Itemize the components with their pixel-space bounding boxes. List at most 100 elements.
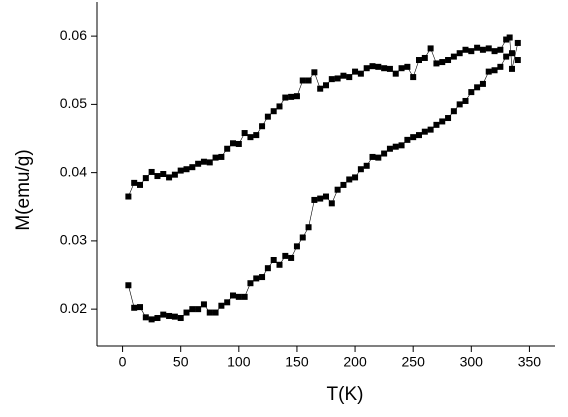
data-point: [491, 48, 498, 55]
data-point: [415, 57, 422, 64]
data-point: [212, 309, 219, 316]
data-point: [340, 72, 347, 79]
data-point: [270, 108, 277, 115]
data-point: [171, 171, 178, 178]
data-point: [189, 306, 196, 313]
y-tick-label: 0.02: [60, 300, 87, 316]
data-point: [282, 94, 289, 101]
data-point: [305, 77, 312, 84]
data-point: [421, 128, 428, 135]
data-point: [375, 63, 382, 70]
data-point: [317, 85, 324, 92]
data-point: [166, 174, 173, 181]
data-point: [293, 243, 300, 250]
data-point: [340, 181, 347, 188]
data-point: [427, 45, 434, 52]
data-point: [131, 304, 138, 311]
y-tick-label: 0.05: [60, 95, 87, 111]
data-point: [468, 48, 475, 55]
data-point: [439, 118, 446, 125]
data-point: [235, 293, 242, 300]
data-point: [195, 160, 202, 167]
data-point: [363, 162, 370, 169]
data-point: [491, 67, 498, 74]
data-point: [264, 113, 271, 120]
data-point: [142, 175, 149, 182]
data-point: [282, 252, 289, 259]
data-point: [352, 174, 359, 181]
x-tick-label: 0: [119, 354, 127, 370]
data-point: [270, 257, 277, 263]
data-point: [508, 65, 515, 72]
data-point: [474, 44, 481, 51]
data-point: [404, 136, 411, 143]
data-point: [311, 69, 318, 76]
data-point: [137, 181, 144, 188]
data-point: [264, 265, 271, 272]
data-point: [508, 50, 515, 57]
data-point: [497, 46, 504, 53]
y-tick-label: 0.03: [60, 232, 87, 248]
data-point: [230, 140, 237, 147]
data-point: [259, 123, 266, 130]
data-point: [450, 108, 457, 115]
data-point: [253, 132, 260, 139]
data-point: [218, 302, 225, 309]
data-point: [346, 74, 353, 81]
data-point: [195, 306, 202, 313]
data-point: [125, 193, 132, 200]
data-point: [514, 39, 521, 46]
data-point: [241, 293, 248, 300]
y-tick-label: 0.04: [60, 163, 87, 179]
data-point: [328, 76, 335, 83]
data-point: [206, 309, 213, 316]
data-point: [479, 46, 486, 53]
data-point: [439, 59, 446, 66]
data-point: [506, 34, 513, 41]
data-point: [375, 154, 382, 161]
data-point: [479, 80, 486, 87]
data-point: [392, 70, 399, 77]
data-point: [125, 282, 132, 289]
data-point: [386, 145, 393, 152]
data-point: [189, 164, 196, 171]
data-point: [404, 63, 411, 70]
data-point: [334, 75, 341, 82]
x-tick-label: 300: [460, 354, 484, 370]
data-point: [433, 121, 440, 128]
x-tick-label: 350: [518, 354, 542, 370]
data-point: [410, 134, 417, 141]
data-point: [311, 196, 318, 203]
data-point: [357, 70, 364, 77]
data-point: [474, 84, 481, 91]
data-point: [398, 65, 405, 72]
data-point: [177, 315, 184, 322]
data-point: [503, 36, 510, 43]
y-axis-title: M(emu/g): [13, 149, 34, 230]
data-point: [299, 77, 306, 84]
data-point: [131, 179, 138, 186]
data-point: [247, 280, 254, 287]
y-tick-label: 0.06: [60, 27, 87, 43]
data-point: [445, 115, 452, 122]
data-point: [224, 145, 231, 152]
data-point: [433, 60, 440, 67]
data-point: [421, 54, 428, 61]
data-point: [212, 154, 219, 161]
data-point: [328, 200, 335, 207]
x-axis-title: T(K): [327, 384, 364, 405]
data-point: [241, 130, 248, 137]
data-point: [230, 292, 237, 299]
data-point: [357, 166, 364, 173]
data-point: [346, 176, 353, 183]
data-point: [160, 311, 167, 318]
data-line: [128, 36, 519, 197]
data-point: [381, 150, 388, 157]
data-point: [415, 132, 422, 139]
data-point: [386, 65, 393, 72]
data-point: [427, 126, 434, 133]
data-point: [334, 186, 341, 193]
data-point: [200, 158, 207, 165]
data-point: [485, 45, 492, 52]
